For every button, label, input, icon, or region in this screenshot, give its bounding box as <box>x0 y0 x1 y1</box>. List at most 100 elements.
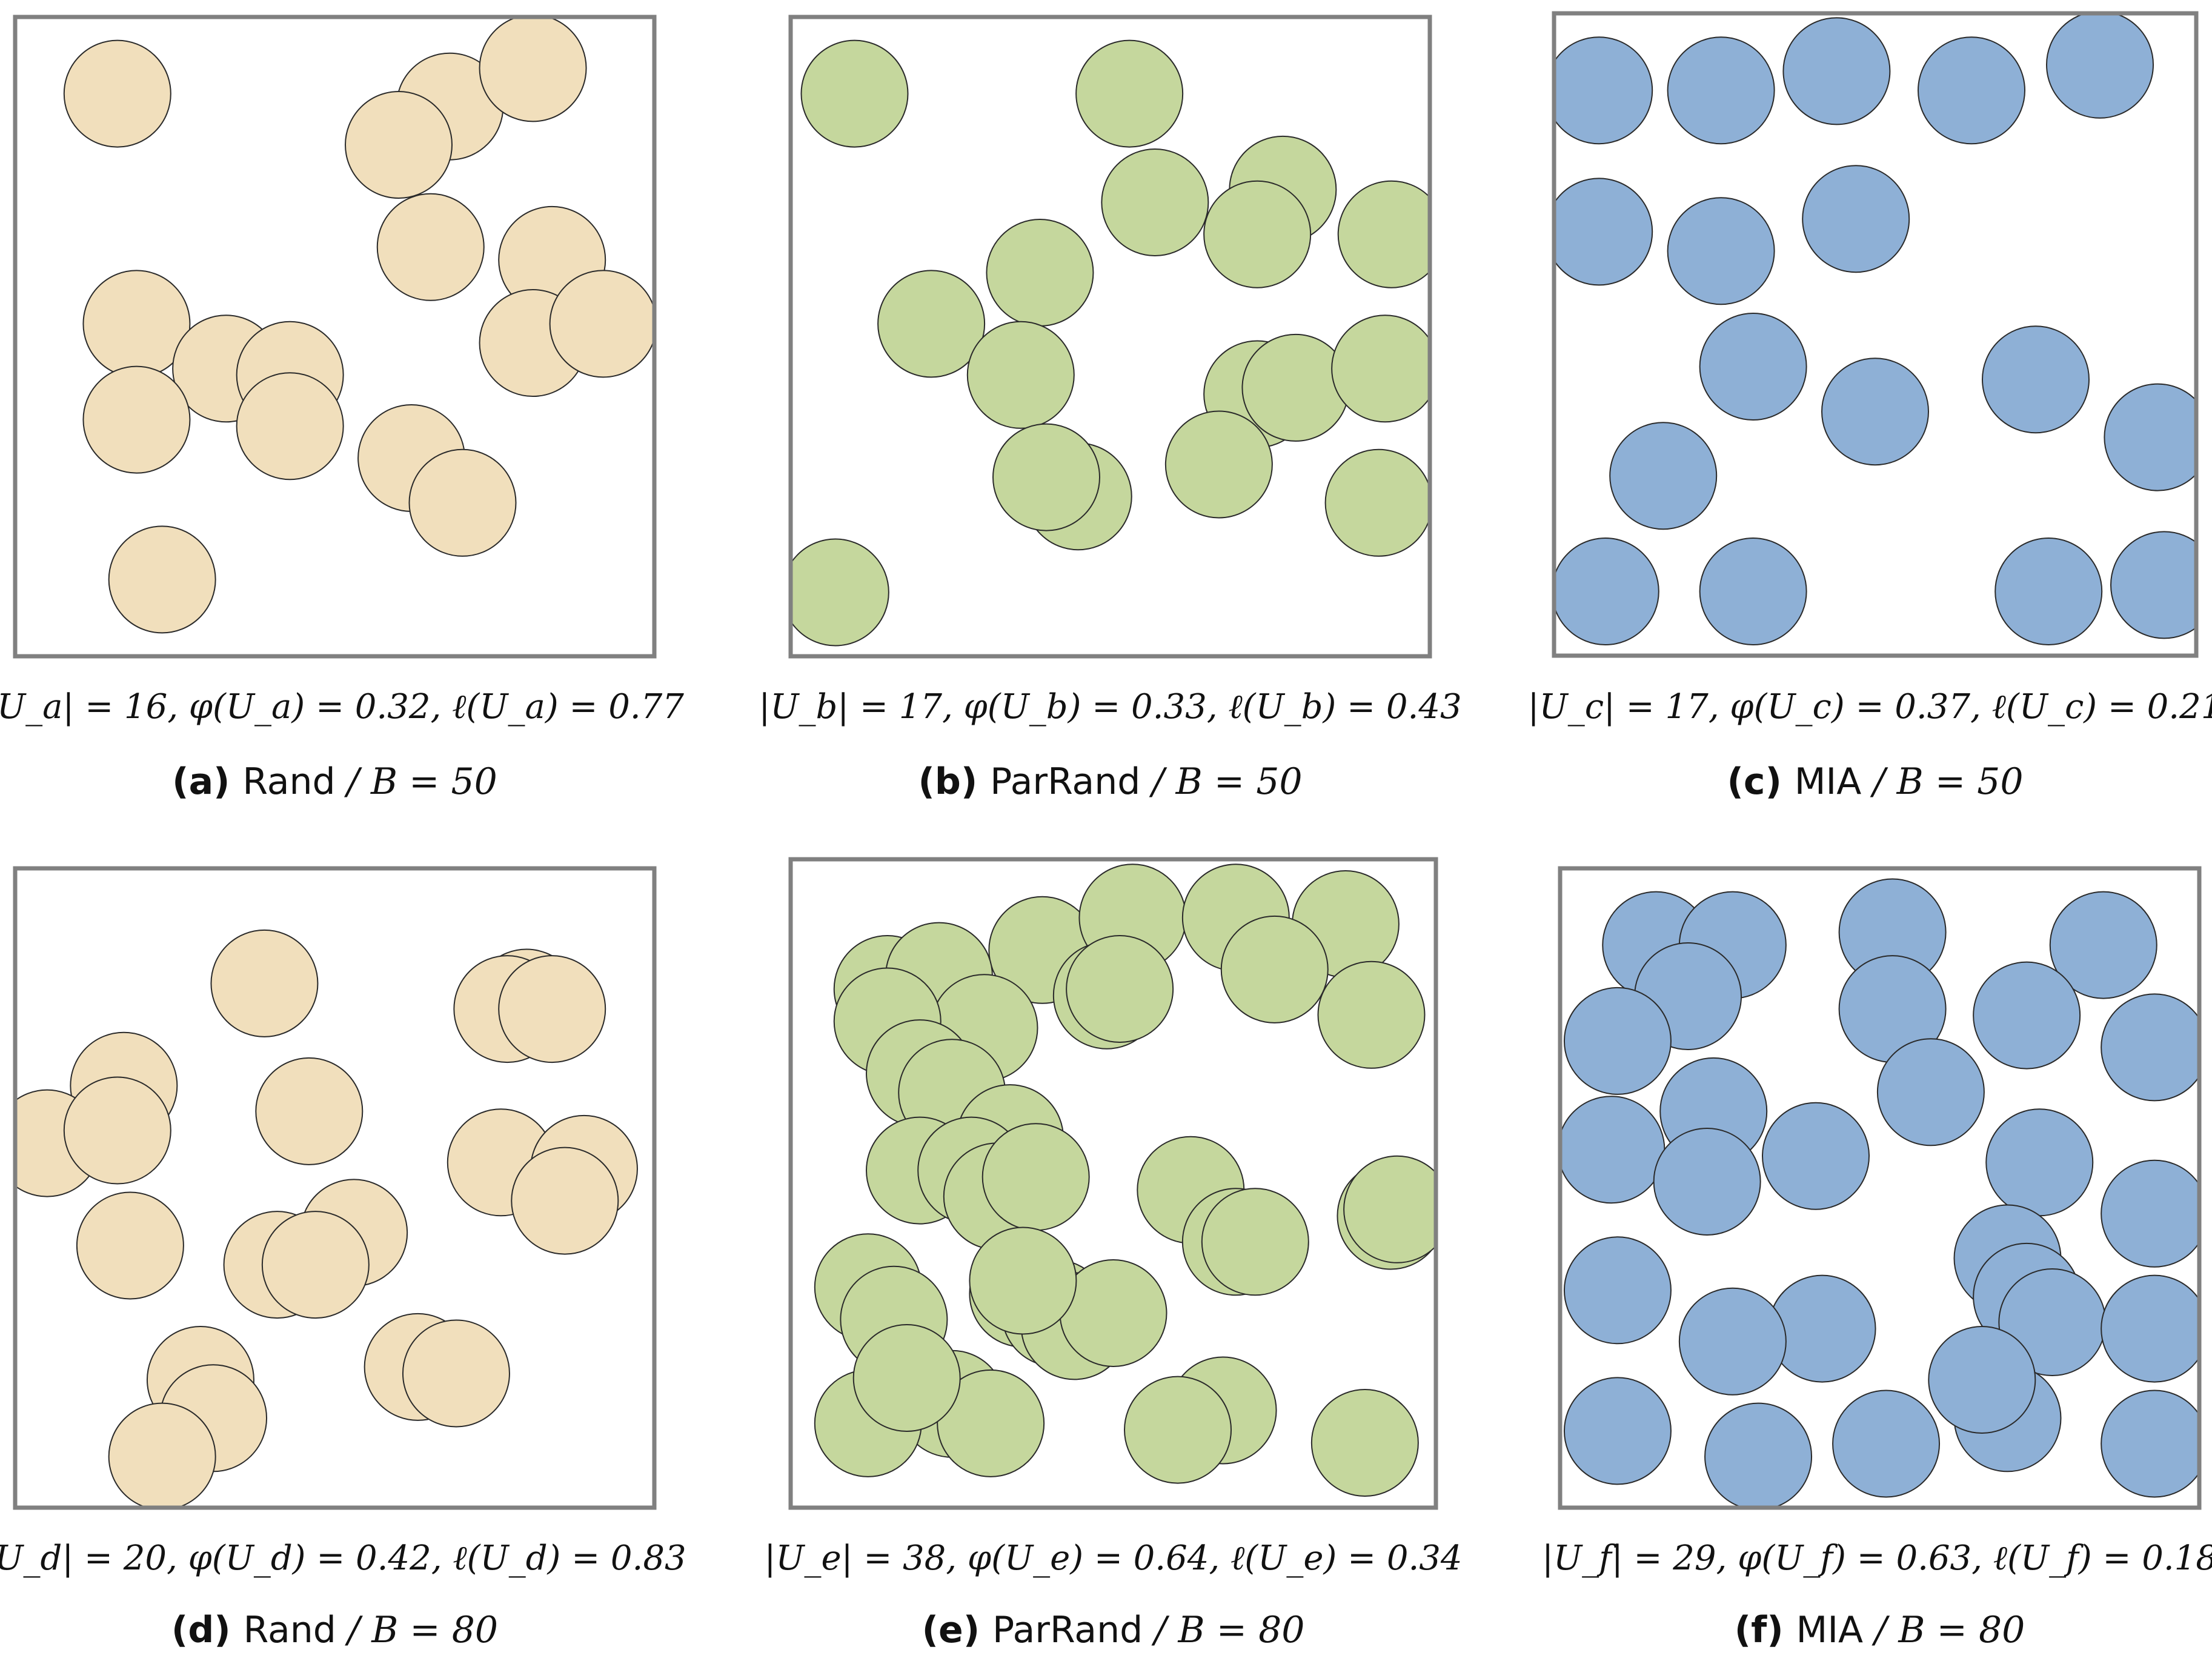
subfigure-letter: (a) <box>172 760 242 803</box>
disk <box>210 929 319 1037</box>
budget-text: / B = 50 <box>1870 760 2023 803</box>
disk <box>1928 1326 2036 1434</box>
disk <box>1201 1188 1309 1296</box>
method-name: ParRand <box>992 1609 1154 1651</box>
disk <box>992 423 1100 531</box>
disk <box>261 1211 370 1319</box>
budget-text: / B = 80 <box>1151 1609 1304 1651</box>
panel-f: |U_f| = 29, φ(U_f) = 0.63, ℓ(U_f) = 0.18… <box>1542 866 2212 1651</box>
disk <box>800 39 909 148</box>
disk <box>1343 1155 1436 1263</box>
disk <box>1802 165 1910 273</box>
disk <box>1762 1102 1870 1210</box>
disk <box>981 1123 1090 1231</box>
method-name: Rand <box>242 760 347 803</box>
disk <box>376 193 485 301</box>
disk <box>1241 333 1350 442</box>
subfigure-label: (e) ParRand / B = 80 <box>922 1609 1305 1651</box>
disk-set-c <box>1554 13 2196 645</box>
disk <box>1554 537 1659 645</box>
panel-frame <box>1552 11 2199 658</box>
subfigure-label: (f) MIA / B = 80 <box>1735 1609 2025 1651</box>
disk <box>1203 180 1312 288</box>
disk <box>1554 178 1653 286</box>
subfigure-letter: (d) <box>171 1609 244 1651</box>
panel-c: |U_c| = 17, φ(U_c) = 0.37, ℓ(U_c) = 0.21… <box>1528 11 2212 803</box>
metric-caption: |U_c| = 17, φ(U_c) = 0.37, ℓ(U_c) = 0.21 <box>1528 687 2212 727</box>
disk <box>1704 1402 1813 1508</box>
metric-caption: |U_e| = 38, φ(U_e) = 0.64, ℓ(U_e) = 0.34 <box>764 1539 1462 1578</box>
budget-text: / B = 50 <box>344 760 497 803</box>
panel-frame <box>13 15 657 659</box>
disk-set-d <box>15 929 638 1508</box>
disk <box>1918 36 2025 145</box>
metric-caption: |U_a| = 16, φ(U_a) = 0.32, ℓ(U_a) = 0.77 <box>0 687 684 727</box>
disk <box>1554 36 1653 145</box>
disk <box>498 955 606 1063</box>
method-name: ParRand <box>990 760 1152 803</box>
disk <box>791 538 889 647</box>
disk <box>2101 1389 2199 1498</box>
disk <box>1699 313 1807 421</box>
disk <box>1560 1096 1666 1204</box>
disk-set-f <box>1560 878 2199 1508</box>
budget-text: / B = 80 <box>345 1609 498 1651</box>
disk <box>236 372 344 481</box>
disk <box>63 39 171 148</box>
disk <box>1220 915 1329 1023</box>
disk <box>1563 1377 1672 1485</box>
panel-frame <box>788 15 1432 659</box>
budget-text: / B = 80 <box>1872 1609 2025 1651</box>
method-name: MIA <box>1796 1609 1875 1651</box>
method-name: MIA <box>1795 760 1873 803</box>
disk <box>2110 531 2196 639</box>
disk <box>1337 180 1430 288</box>
disk <box>2101 1274 2199 1383</box>
disk <box>1821 358 1929 466</box>
disk <box>1563 987 1672 1095</box>
disk <box>852 1324 961 1432</box>
disk <box>76 1191 184 1300</box>
disk <box>2101 993 2199 1102</box>
subfigure-label: (b) ParRand / B = 50 <box>918 760 1302 803</box>
metric-caption: |U_b| = 17, φ(U_b) = 0.33, ℓ(U_b) = 0.43 <box>759 687 1461 727</box>
disk <box>1609 422 1718 530</box>
panel-e: |U_e| = 38, φ(U_e) = 0.64, ℓ(U_e) = 0.34… <box>764 857 1463 1651</box>
subfigure-letter: (c) <box>1727 760 1794 803</box>
disk <box>1124 1376 1232 1484</box>
disk <box>255 1057 364 1165</box>
subfigure-label: (a) Rand / B = 50 <box>172 760 497 803</box>
disk <box>2049 891 2157 999</box>
disk <box>345 91 453 199</box>
disk <box>937 1369 1045 1477</box>
panel-frame <box>788 857 1438 1510</box>
disk <box>1317 960 1426 1069</box>
budget-text: / B = 50 <box>1149 760 1302 803</box>
panel-b: |U_b| = 17, φ(U_b) = 0.33, ℓ(U_b) = 0.43… <box>759 15 1462 803</box>
disk <box>402 1319 510 1428</box>
disk <box>986 219 1094 327</box>
disk <box>108 1402 216 1508</box>
disk <box>2104 383 2196 491</box>
disk <box>1782 17 1891 125</box>
disk <box>2101 1159 2199 1268</box>
subfigure-label: (c) MIA / B = 50 <box>1727 760 2023 803</box>
disk <box>877 270 986 378</box>
disk <box>1667 36 1775 145</box>
metric-caption: |U_f| = 29, φ(U_f) = 0.63, ℓ(U_f) = 0.18 <box>1542 1539 2212 1578</box>
panel-frame <box>13 866 657 1510</box>
disk <box>1699 537 1807 645</box>
disk <box>1310 1389 1419 1497</box>
disk <box>549 270 654 378</box>
disk <box>1678 1287 1787 1396</box>
disk <box>63 1076 171 1185</box>
disk <box>1324 448 1430 557</box>
disk <box>1066 935 1174 1043</box>
disk-set-e <box>814 864 1436 1497</box>
disk <box>1876 1038 1985 1146</box>
disk <box>2046 13 2154 119</box>
panel-a: |U_a| = 16, φ(U_a) = 0.32, ℓ(U_a) = 0.77… <box>0 15 684 803</box>
disk <box>108 525 216 634</box>
subfigure-letter: (e) <box>922 1609 992 1651</box>
